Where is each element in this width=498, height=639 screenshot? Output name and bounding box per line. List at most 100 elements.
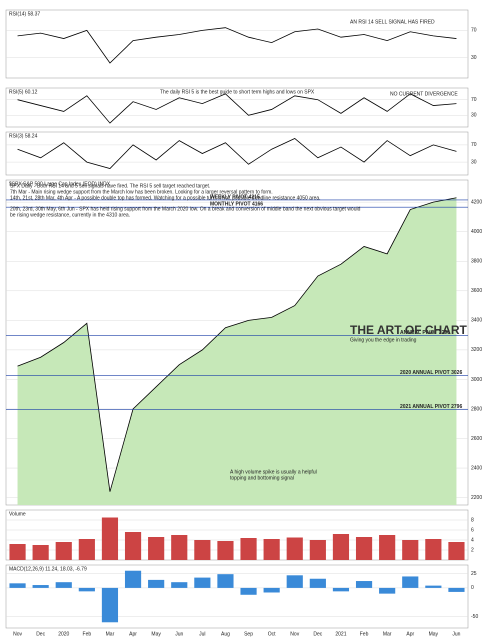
line: [17, 137, 457, 169]
panel-title: MACD(12,26,9) 11.24, 18.03, -6.79: [9, 566, 87, 572]
bar: [263, 587, 280, 593]
x-tick-label: Oct: [268, 631, 276, 637]
y-tick-label: 2600: [471, 436, 482, 442]
y-tick-label: 3400: [471, 318, 482, 324]
bar: [9, 583, 26, 588]
y-tick-label: 3000: [471, 377, 482, 383]
x-tick-label: Feb: [83, 631, 92, 637]
annotation: be rising wedge resistance, currently in…: [10, 212, 130, 218]
area: [17, 197, 457, 505]
bar: [101, 517, 119, 560]
annotation: A high volume spike is usually a helpful: [230, 469, 317, 475]
line: [17, 27, 457, 64]
bar: [309, 540, 326, 560]
bar: [240, 587, 257, 595]
bar: [448, 542, 465, 560]
bar: [55, 542, 72, 560]
x-tick-label: Apr: [406, 631, 414, 637]
y-tick-label: 70: [471, 97, 477, 103]
y-tick-label: 2800: [471, 406, 482, 412]
y-tick-label: 4: [471, 537, 474, 543]
y-tick-label: 3800: [471, 259, 482, 265]
bar: [32, 585, 49, 588]
bar: [402, 576, 419, 588]
bar: [240, 538, 257, 560]
bar: [55, 582, 72, 588]
panel: [5, 87, 469, 128]
pivot-label: MONTHLY PIVOT 4166: [210, 202, 263, 208]
bar: [9, 544, 26, 560]
annotation: AN RSI 14 SELL SIGNAL HAS FIRED: [350, 19, 435, 25]
y-tick-label: 30: [471, 55, 477, 61]
panel: [5, 9, 469, 79]
panel-title: RSI(3) 58.24: [9, 133, 38, 139]
x-tick-label: Feb: [360, 631, 369, 637]
x-tick-label: 2020: [58, 631, 69, 637]
panel-title: RSI(5) 60.12: [9, 89, 38, 95]
x-tick-label: Jul: [199, 631, 205, 637]
panel: [5, 509, 469, 561]
annotation: 7th Mar - Main rising wedge support from…: [10, 189, 273, 195]
line: [17, 93, 457, 124]
bar: [171, 582, 188, 588]
pivot-label: ANNUAL PIVOT 3296: [400, 330, 450, 336]
bar: [217, 574, 234, 588]
bar: [124, 532, 142, 560]
y-tick-label: 2200: [471, 495, 482, 501]
bar: [379, 587, 396, 594]
annotation: Giving you the edge in trading: [350, 337, 417, 343]
bar: [217, 541, 234, 560]
annotation: SPX Daily - Both RSI 14 and 5 sell signa…: [10, 183, 210, 189]
y-tick-label: -50: [471, 614, 478, 620]
y-tick-label: 4000: [471, 229, 482, 235]
bar: [402, 540, 419, 560]
annotation: topping and bottoming signal: [230, 475, 294, 481]
bar: [332, 587, 350, 592]
y-tick-label: 6: [471, 527, 474, 533]
y-tick-label: 30: [471, 113, 477, 119]
y-tick-label: 3600: [471, 288, 482, 294]
annotation: The daily RSI 5 is the best guide to sho…: [160, 89, 315, 95]
panel-title: Volume: [9, 511, 26, 517]
panel-title: $SPX S&P 500 Large Cap Index (EOD) INDX: [9, 181, 111, 187]
x-tick-label: May: [151, 631, 161, 637]
annotation: THE ART OF CHART: [350, 323, 468, 337]
bar: [286, 575, 303, 588]
y-tick-label: 70: [471, 28, 477, 34]
x-tick-label: Nov: [13, 631, 22, 637]
x-tick-label: Mar: [383, 631, 392, 637]
x-tick-label: Aug: [221, 631, 230, 637]
bar: [286, 537, 303, 560]
panel-title: RSI(14) 58.37: [9, 11, 40, 17]
x-tick-label: Dec: [313, 631, 322, 637]
bar: [355, 537, 373, 560]
y-tick-label: 2400: [471, 465, 482, 471]
x-tick-label: Sep: [244, 631, 253, 637]
bar: [78, 539, 95, 560]
bar: [78, 587, 95, 592]
pivot-label: 2020 ANNUAL PIVOT 3026: [400, 370, 462, 376]
x-tick-label: May: [429, 631, 439, 637]
y-tick-label: 2: [471, 547, 474, 553]
x-tick-label: Dec: [36, 631, 45, 637]
x-tick-label: Jun: [175, 631, 183, 637]
x-tick-label: 2021: [335, 631, 346, 637]
bar: [309, 578, 326, 588]
annotation: 14th, 21st, 28th Mar, 4th Apr - A possib…: [10, 195, 321, 201]
annotation: NO CURRENT DIVERGENCE: [390, 91, 458, 97]
bar: [448, 587, 465, 592]
bar: [425, 585, 442, 588]
x-tick-label: Apr: [129, 631, 137, 637]
y-tick-label: 0: [471, 585, 474, 591]
x-tick-label: Nov: [290, 631, 299, 637]
bar: [355, 581, 373, 588]
y-tick-label: 25: [471, 571, 477, 577]
bar: [379, 535, 396, 560]
pivot-label: 2021 ANNUAL PIVOT 2796: [400, 404, 462, 410]
bar: [194, 540, 211, 560]
bar: [32, 545, 49, 560]
bar: [194, 577, 211, 588]
bar: [124, 570, 142, 588]
annotation: 20th, 23rd, 30th May, 6th Jun - SPX has …: [10, 206, 361, 212]
